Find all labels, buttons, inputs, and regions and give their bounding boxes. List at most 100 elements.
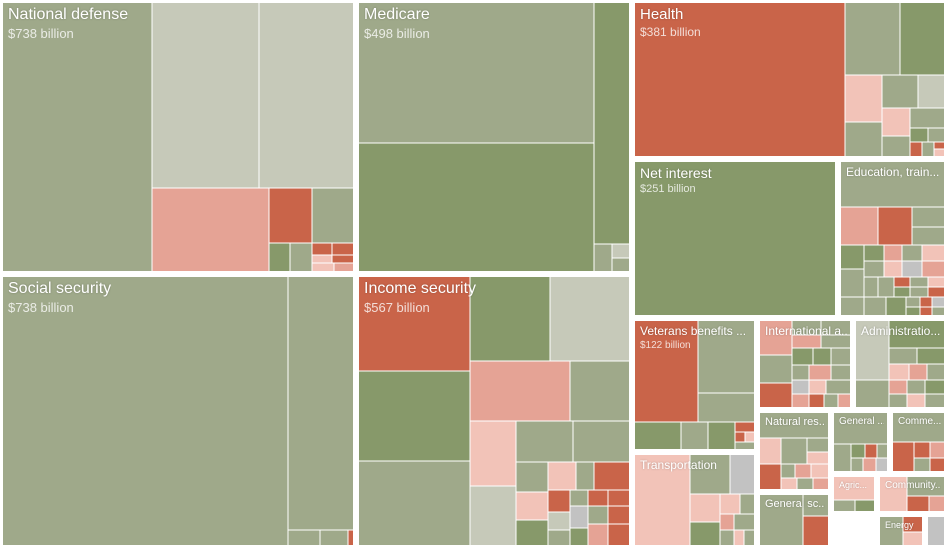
treemap-cell-administration-11[interactable]: [888, 393, 908, 409]
treemap-cell-transportation-4[interactable]: [719, 493, 741, 515]
treemap-cell-defense-2[interactable]: [258, 1, 355, 189]
treemap-cell-education-17[interactable]: [893, 276, 911, 288]
treemap-cell-income-25[interactable]: [607, 505, 631, 525]
treemap-cell-income-8[interactable]: [515, 420, 574, 463]
treemap-cell-defense-10[interactable]: [311, 254, 333, 264]
treemap-cell-education-5[interactable]: [839, 244, 865, 270]
treemap-cell-income-22[interactable]: [547, 529, 571, 547]
treemap-cell-commerce-0[interactable]: [891, 411, 946, 443]
treemap-cell-education-27[interactable]: [919, 296, 933, 308]
treemap-cell-energy-2[interactable]: [902, 531, 924, 547]
treemap-cell-education-18[interactable]: [909, 276, 929, 288]
treemap-cell-income-16[interactable]: [515, 519, 549, 547]
treemap-group-defense[interactable]: [1, 1, 355, 273]
treemap-group-energy[interactable]: [878, 515, 924, 547]
treemap-cell-transportation-11[interactable]: [743, 529, 756, 547]
treemap-cell-social-0[interactable]: [1, 275, 289, 547]
treemap-cell-defense-11[interactable]: [331, 254, 355, 264]
treemap-cell-international-14[interactable]: [808, 379, 827, 395]
treemap-cell-veterans-6[interactable]: [734, 421, 756, 433]
treemap-cell-income-20[interactable]: [607, 489, 631, 507]
treemap-cell-education-24[interactable]: [863, 296, 887, 317]
treemap-cell-administration-5[interactable]: [888, 363, 910, 381]
treemap-cell-education-7[interactable]: [883, 244, 903, 262]
treemap-cell-income-7[interactable]: [469, 420, 517, 487]
treemap-cell-transportation-3[interactable]: [689, 493, 721, 523]
treemap-cell-general_gov-4[interactable]: [876, 443, 889, 459]
treemap-cell-income-10[interactable]: [469, 485, 517, 547]
treemap-cell-natural-9[interactable]: [780, 477, 798, 491]
treemap-cell-income-27[interactable]: [587, 523, 609, 547]
treemap-cell-social-2[interactable]: [287, 529, 321, 547]
treemap-cell-commerce-2[interactable]: [913, 441, 931, 459]
treemap-cell-community-2[interactable]: [906, 495, 930, 513]
treemap-cell-general_gov-6[interactable]: [862, 457, 877, 473]
treemap-cell-veterans-2[interactable]: [697, 392, 756, 423]
treemap-cell-income-0[interactable]: [357, 275, 471, 372]
treemap-cell-income-26[interactable]: [569, 527, 589, 547]
treemap-cell-defense-4[interactable]: [268, 187, 313, 244]
treemap-cell-energy-0[interactable]: [878, 515, 904, 547]
treemap-cell-general_gov-0[interactable]: [832, 411, 889, 445]
treemap-cell-education-26[interactable]: [905, 296, 921, 308]
treemap-cell-income-18[interactable]: [569, 489, 589, 507]
treemap-cell-health-6[interactable]: [844, 121, 883, 158]
treemap-cell-agriculture-1[interactable]: [832, 499, 856, 513]
treemap-cell-health-8[interactable]: [909, 107, 946, 129]
treemap-cell-veterans-7[interactable]: [734, 431, 746, 443]
treemap-group-community[interactable]: [878, 475, 946, 513]
treemap-cell-natural-3[interactable]: [806, 437, 830, 453]
treemap-cell-health-15[interactable]: [933, 148, 946, 158]
treemap-cell-education-16[interactable]: [877, 276, 895, 298]
treemap-cell-education-21[interactable]: [909, 286, 929, 298]
treemap-cell-education-29[interactable]: [905, 306, 921, 317]
treemap-group-health[interactable]: [633, 1, 946, 158]
treemap-cell-community-1[interactable]: [906, 475, 946, 497]
treemap-cell-administration-2[interactable]: [888, 347, 918, 365]
treemap-cell-misc-0[interactable]: [926, 515, 946, 547]
treemap-cell-education-3[interactable]: [911, 206, 946, 228]
treemap-cell-education-9[interactable]: [921, 244, 946, 262]
treemap-cell-international-15[interactable]: [825, 379, 852, 395]
treemap-cell-health-3[interactable]: [844, 74, 883, 123]
treemap-cell-international-13[interactable]: [791, 379, 810, 395]
treemap-cell-administration-4[interactable]: [854, 379, 890, 409]
treemap-cell-income-9[interactable]: [572, 420, 631, 463]
treemap-cell-income-5[interactable]: [569, 360, 631, 422]
treemap-cell-defense-1[interactable]: [151, 1, 260, 189]
treemap-cell-energy-1[interactable]: [902, 515, 924, 533]
treemap-cell-income-24[interactable]: [587, 505, 609, 525]
treemap-cell-income-4[interactable]: [469, 360, 571, 422]
treemap-cell-education-22[interactable]: [927, 286, 946, 298]
treemap-group-general_sci[interactable]: [758, 493, 830, 547]
treemap-cell-agriculture-0[interactable]: [832, 475, 876, 501]
treemap-cell-natural-8[interactable]: [810, 463, 830, 479]
treemap-cell-income-13[interactable]: [575, 461, 595, 491]
treemap-cell-transportation-9[interactable]: [719, 529, 735, 547]
treemap-cell-health-9[interactable]: [909, 127, 929, 143]
treemap-cell-defense-9[interactable]: [331, 242, 355, 256]
treemap-cell-income-19[interactable]: [587, 489, 609, 507]
treemap-cell-international-0[interactable]: [758, 319, 793, 356]
treemap-cell-education-19[interactable]: [927, 276, 946, 288]
treemap-cell-administration-8[interactable]: [888, 379, 908, 395]
treemap-group-veterans[interactable]: [633, 319, 756, 451]
treemap-cell-defense-0[interactable]: [1, 1, 153, 273]
treemap-cell-administration-6[interactable]: [908, 363, 928, 381]
treemap-cell-transportation-6[interactable]: [689, 521, 721, 547]
treemap-cell-defense-13[interactable]: [333, 262, 355, 273]
treemap-cell-education-8[interactable]: [901, 244, 923, 262]
treemap-cell-international-18[interactable]: [823, 393, 839, 409]
treemap-cell-commerce-3[interactable]: [929, 441, 946, 459]
treemap-cell-international-11[interactable]: [830, 364, 852, 381]
treemap-cell-natural-4[interactable]: [806, 451, 830, 465]
treemap-cell-education-6[interactable]: [863, 244, 885, 262]
treemap-cell-natural-11[interactable]: [812, 477, 830, 491]
treemap-cell-health-4[interactable]: [881, 74, 919, 109]
treemap-cell-veterans-3[interactable]: [633, 421, 682, 451]
treemap-cell-international-5[interactable]: [791, 347, 814, 366]
treemap-cell-health-0[interactable]: [633, 1, 846, 158]
treemap-cell-natural-0[interactable]: [758, 411, 830, 439]
treemap-cell-general_sci-2[interactable]: [802, 515, 830, 547]
treemap-cell-natural-1[interactable]: [758, 437, 782, 465]
